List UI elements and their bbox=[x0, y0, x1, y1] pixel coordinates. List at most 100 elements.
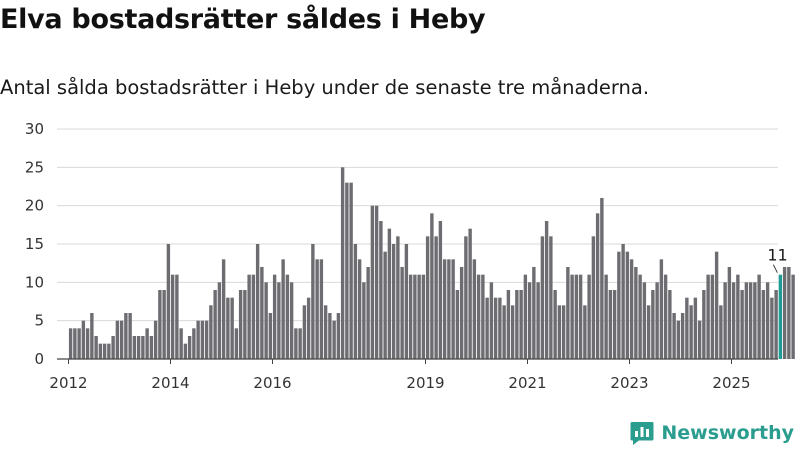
bar bbox=[770, 297, 774, 359]
bar bbox=[294, 328, 298, 359]
bar bbox=[332, 320, 336, 359]
bar bbox=[493, 297, 498, 359]
y-tick-label: 5 bbox=[34, 312, 44, 330]
bar bbox=[557, 305, 562, 359]
bar bbox=[200, 320, 205, 359]
bar bbox=[574, 274, 579, 359]
bar bbox=[672, 313, 676, 359]
bar bbox=[391, 244, 396, 359]
bar bbox=[145, 328, 149, 359]
chart-subtitle: Antal sålda bostadsrätter i Heby under d… bbox=[0, 76, 650, 99]
bar bbox=[268, 313, 273, 359]
bar bbox=[731, 282, 736, 359]
bar bbox=[111, 336, 115, 359]
x-tick-label: 2014 bbox=[151, 374, 189, 392]
bar bbox=[459, 267, 464, 359]
bar bbox=[744, 282, 749, 359]
bar bbox=[221, 259, 226, 359]
bar bbox=[685, 297, 689, 359]
bar bbox=[523, 274, 528, 359]
bar bbox=[689, 305, 693, 359]
bar bbox=[102, 343, 107, 359]
bar bbox=[281, 259, 285, 359]
bar bbox=[634, 267, 638, 359]
bar bbox=[442, 259, 447, 359]
bar bbox=[680, 313, 685, 359]
bar bbox=[77, 328, 81, 359]
bar bbox=[107, 343, 111, 359]
bar bbox=[527, 282, 532, 359]
bar bbox=[251, 274, 256, 359]
bar bbox=[663, 274, 668, 359]
bar bbox=[625, 251, 630, 359]
bar bbox=[549, 236, 553, 359]
bar bbox=[727, 267, 732, 359]
y-tick-label: 10 bbox=[25, 273, 44, 291]
bar bbox=[73, 328, 77, 359]
bar bbox=[162, 290, 166, 359]
bar bbox=[260, 267, 264, 359]
chart-title: Elva bostadsrätter såldes i Heby bbox=[0, 4, 486, 35]
bar bbox=[243, 290, 247, 359]
bar bbox=[272, 274, 277, 359]
bar bbox=[247, 274, 251, 359]
bar bbox=[455, 290, 460, 359]
bar bbox=[315, 259, 319, 359]
bar bbox=[183, 343, 188, 359]
bar bbox=[128, 313, 132, 359]
bar bbox=[468, 228, 472, 359]
bar bbox=[192, 328, 196, 359]
bar bbox=[379, 221, 383, 359]
newsworthy-logo-icon bbox=[630, 422, 654, 445]
y-tick-label: 15 bbox=[25, 235, 44, 253]
x-tick-label: 2012 bbox=[49, 374, 87, 392]
x-tick-label: 2023 bbox=[610, 374, 648, 392]
bar bbox=[179, 328, 183, 359]
bar bbox=[166, 244, 171, 359]
bar bbox=[417, 274, 421, 359]
bar bbox=[238, 290, 243, 359]
bar bbox=[714, 251, 719, 359]
bar bbox=[710, 274, 715, 359]
bar bbox=[566, 267, 570, 359]
bar bbox=[668, 290, 672, 359]
bar bbox=[604, 274, 608, 359]
bar bbox=[421, 274, 426, 359]
bar bbox=[740, 290, 744, 359]
highlight-value-label: 11 bbox=[767, 246, 787, 265]
bar bbox=[357, 259, 362, 359]
bar bbox=[90, 313, 94, 359]
bar bbox=[213, 290, 217, 359]
bar bbox=[753, 282, 757, 359]
bar bbox=[655, 282, 659, 359]
x-tick-label: 2021 bbox=[508, 374, 546, 392]
bar bbox=[489, 282, 494, 359]
bar bbox=[676, 320, 681, 359]
y-tick-label: 30 bbox=[25, 120, 44, 138]
bar bbox=[396, 236, 400, 359]
bar bbox=[757, 274, 761, 359]
bar bbox=[383, 251, 387, 359]
bar bbox=[175, 274, 179, 359]
bar bbox=[149, 336, 154, 359]
bar bbox=[264, 282, 268, 359]
bar bbox=[485, 297, 489, 359]
bar bbox=[638, 274, 642, 359]
bar bbox=[81, 320, 86, 359]
bar-series bbox=[68, 167, 795, 359]
bar bbox=[791, 274, 795, 359]
bar bbox=[570, 274, 574, 359]
bar bbox=[68, 328, 73, 359]
bar bbox=[612, 290, 617, 359]
data-labels: 11 bbox=[767, 246, 788, 273]
bar bbox=[621, 244, 625, 359]
bar bbox=[600, 198, 604, 359]
bar bbox=[323, 305, 328, 359]
bar bbox=[413, 274, 417, 359]
bar bbox=[719, 305, 723, 359]
bar bbox=[187, 336, 192, 359]
bar bbox=[366, 267, 370, 359]
bar bbox=[774, 290, 778, 359]
bar bbox=[464, 236, 468, 359]
